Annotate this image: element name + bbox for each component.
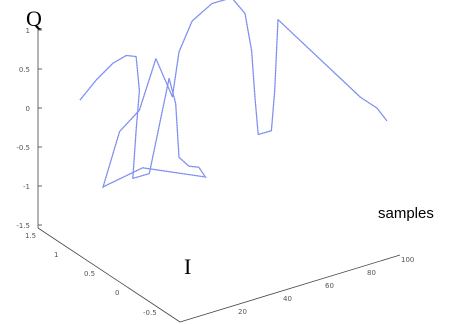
q-tick-label: -1 — [23, 183, 30, 191]
i-axis-label: I — [184, 254, 191, 279]
q-tick-label: 1 — [26, 27, 30, 35]
samples-axis-label: samples — [378, 205, 434, 222]
samples-tick-label: 20 — [238, 308, 247, 316]
samples-tick-label: 80 — [367, 269, 376, 277]
samples-tick-label: 40 — [283, 295, 292, 303]
i-tick-label: 1.5 — [25, 232, 36, 240]
trace-line — [79, 0, 388, 188]
q-tick-label: -1.5 — [16, 222, 30, 230]
samples-tick-label: 60 — [325, 282, 334, 290]
i-tick-label: 1 — [54, 251, 58, 259]
trace-series — [79, 0, 388, 189]
samples-tick-label: 100 — [401, 256, 414, 264]
i-axis-line — [37, 227, 181, 323]
q-tick-label: 0 — [26, 105, 30, 113]
q-tick-label: 0.5 — [19, 66, 30, 74]
samples-axis-line — [179, 254, 401, 323]
samples-axis-ticks: 20 40 60 80 100 — [238, 256, 414, 316]
trace-line-dotted — [79, 0, 388, 189]
i-tick-label: 0 — [115, 289, 119, 297]
q-axis-label: Q — [26, 6, 42, 31]
q-axis-ticks: 1 0.5 0 -0.5 -1 -1.5 — [16, 27, 42, 230]
i-tick-label: -0.5 — [143, 309, 157, 317]
q-tick-label: -0.5 — [16, 144, 30, 152]
i-axis-ticks: 1.5 1 0.5 0 -0.5 — [25, 232, 157, 317]
i-tick-label: 0.5 — [84, 270, 95, 278]
